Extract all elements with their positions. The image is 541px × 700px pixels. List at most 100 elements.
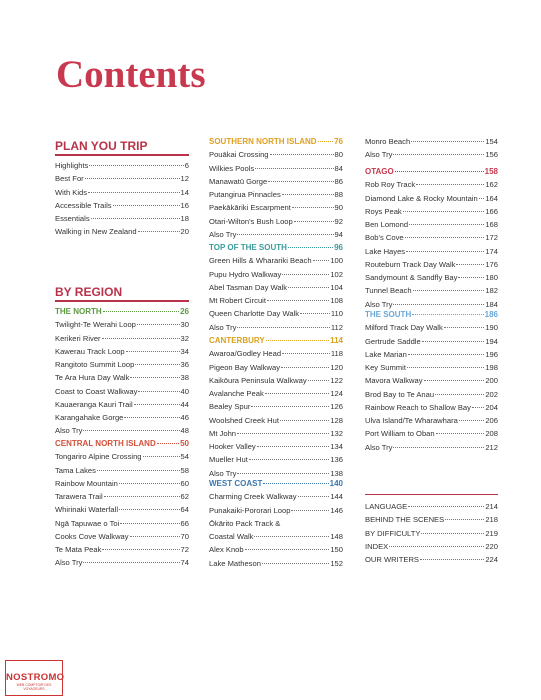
entry-title: Also Try xyxy=(209,322,237,332)
toc-entry: Essentials 18 xyxy=(55,214,189,224)
leader-dots xyxy=(458,277,485,278)
leader-dots xyxy=(83,562,180,564)
page-number: 128 xyxy=(330,415,343,425)
toc-entry: Monro Beach 154 xyxy=(365,137,498,147)
entry-title: Mueller Hut xyxy=(209,455,248,465)
leader-dots xyxy=(254,536,330,537)
toc-entry: Pupu Hydro Walkway 102 xyxy=(209,270,343,280)
page-number: 190 xyxy=(485,323,498,333)
leader-dots xyxy=(133,403,180,405)
toc-entry: Twilight-Te Werahi Loop 30 xyxy=(55,320,189,330)
leader-dots xyxy=(293,220,334,222)
toc-entry: Also Try 74 xyxy=(55,558,189,568)
entry-title: Mavora Walkway xyxy=(365,376,423,386)
leader-dots xyxy=(138,390,180,392)
page-number: 84 xyxy=(334,163,343,173)
toc-entry: Pigeon Bay Walkway 120 xyxy=(209,363,343,373)
toc-entry: Accessible Trails 16 xyxy=(55,201,189,211)
toc-entry: Kauaeranga Kauri Trail 44 xyxy=(55,400,189,410)
page-number: 104 xyxy=(330,282,343,292)
entry-title: Rob Roy Track xyxy=(365,180,416,190)
page-number: 196 xyxy=(485,349,498,359)
page-number: 202 xyxy=(485,389,498,399)
leader-dots xyxy=(297,496,330,498)
leader-dots xyxy=(118,482,180,484)
toc-entry: Wilkies Pools 84 xyxy=(209,164,343,174)
page-number: 36 xyxy=(180,360,189,369)
toc-entry: Best For 12 xyxy=(55,174,189,184)
entry-title: Paekākāriki Escarpment xyxy=(209,203,291,213)
entry-title: Tunnel Beach xyxy=(365,286,412,296)
leader-dots xyxy=(96,469,180,471)
entry-title: Coastal Walk xyxy=(209,532,254,541)
leader-dots xyxy=(124,417,180,418)
leader-dots xyxy=(89,165,184,166)
entry-title: Also Try xyxy=(209,468,237,478)
page-number: 174 xyxy=(485,246,498,256)
leader-dots xyxy=(317,141,334,142)
entry-title: Accessible Trails xyxy=(55,200,112,210)
toc-entry: Otari-Wilton's Bush Loop 92 xyxy=(209,217,343,227)
entry-title: Otari-Wilton's Bush Loop xyxy=(209,216,293,226)
leader-dots xyxy=(248,459,330,461)
entry-title: Also Try xyxy=(209,229,237,239)
page-number: 154 xyxy=(485,137,498,146)
entry-title: Bealey Spur xyxy=(209,402,251,412)
page-number: 182 xyxy=(485,286,498,296)
page-number: 62 xyxy=(180,492,189,501)
page-number: 16 xyxy=(180,200,189,210)
region-title: SOUTHERN NORTH ISLAND xyxy=(209,137,317,146)
leader-dots xyxy=(408,506,485,507)
page-number: 88 xyxy=(334,190,343,199)
toc-entry: Te Ara Hura Day Walk 38 xyxy=(55,373,189,383)
leader-dots xyxy=(103,496,180,497)
entry-title: Monro Beach xyxy=(365,137,411,146)
toc-entry: Te Mata Peak 72 xyxy=(55,545,189,555)
toc-entry: OUR WRITERS 224 xyxy=(365,555,498,565)
leader-dots xyxy=(237,233,334,235)
region-title: WEST COAST xyxy=(209,479,263,488)
leader-dots xyxy=(237,472,330,474)
toc-entry: Woolshed Creek Hut 128 xyxy=(209,416,343,426)
page-number: 86 xyxy=(334,176,343,186)
entry-title: Lake Matheson xyxy=(209,558,261,568)
leader-dots xyxy=(83,430,180,432)
page-number: 112 xyxy=(330,322,343,332)
leader-dots xyxy=(135,364,180,365)
toc-entry: Also Try 138 xyxy=(209,469,343,479)
entry-title: Brod Bay to Te Anau xyxy=(365,389,435,399)
entry-title: Putangirua Pinnacles xyxy=(209,190,281,199)
toc-entry: Manawatū Gorge 86 xyxy=(209,177,343,187)
entry-title: Coast to Coast Walkway xyxy=(55,386,138,396)
watermark-name: NOSTROMO xyxy=(6,672,65,683)
toc-entry: Also Try 112 xyxy=(209,323,343,333)
toc-entry: Also Try 156 xyxy=(365,150,498,160)
page-number: 66 xyxy=(180,518,189,528)
toc-entry: Punakaiki-Pororari Loop 146 xyxy=(209,506,343,516)
toc-entry: Abel Tasman Day Walk 104 xyxy=(209,283,343,293)
toc-entry: Also Try 94 xyxy=(209,230,343,240)
entry-title: Diamond Lake & Rocky Mountain xyxy=(365,193,478,203)
region-heading: WEST COAST 140 xyxy=(209,479,343,489)
entry-title: Essentials xyxy=(55,214,90,223)
page-number: 120 xyxy=(330,362,343,372)
leader-dots xyxy=(287,247,334,248)
page-number: 122 xyxy=(330,375,343,385)
page-number: 200 xyxy=(485,376,498,386)
toc-entry: Key Summit 198 xyxy=(365,363,498,373)
toc-entry: Whirinaki Waterfall 64 xyxy=(55,505,189,515)
leader-dots xyxy=(300,313,330,315)
region-heading: THE SOUTH 186 xyxy=(365,310,498,320)
leader-dots xyxy=(288,286,330,288)
page-number: 166 xyxy=(485,206,498,216)
leader-dots xyxy=(101,337,180,339)
entry-title: Woolshed Creek Hut xyxy=(209,415,279,425)
leader-dots xyxy=(120,522,180,524)
leader-dots xyxy=(102,311,180,312)
page-number: 212 xyxy=(485,442,498,452)
leader-dots xyxy=(102,549,180,550)
page-number: 152 xyxy=(330,558,343,568)
leader-dots xyxy=(269,154,334,156)
leader-dots xyxy=(281,366,330,368)
toc-entry: With Kids 14 xyxy=(55,188,189,198)
